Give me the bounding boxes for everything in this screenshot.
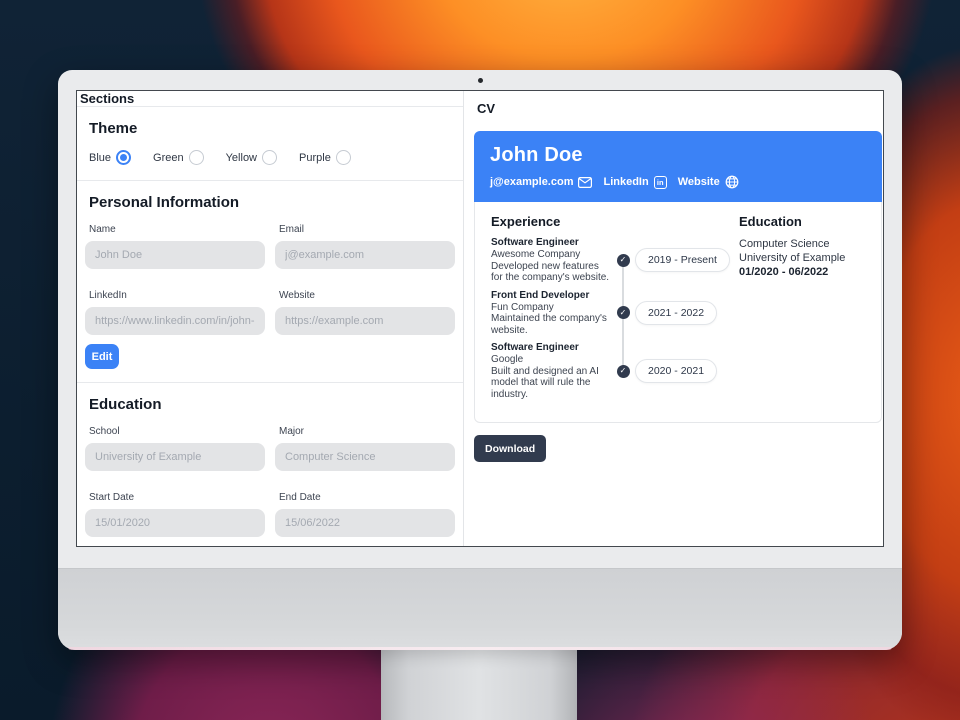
experience-entry: Front End Developer Fun Company Maintain… <box>491 290 739 337</box>
cv-education-period: 01/2020 - 06/2022 <box>739 266 829 278</box>
app-screen: Sections Theme Blue Green <box>76 90 884 547</box>
email-label: Email <box>279 224 305 235</box>
radio-label: Yellow <box>225 151 258 164</box>
experience-company: Google <box>491 354 524 365</box>
theme-option-purple[interactable]: Purple <box>299 150 351 165</box>
experience-description: Built and designed an AI model that will… <box>491 365 599 400</box>
cv-body: Experience Software Engineer Awesome Com… <box>474 202 882 423</box>
cv-panel: CV John Doe j@example.com <box>464 91 883 546</box>
school-label: School <box>89 426 120 437</box>
cv-linkedin-text: LinkedIn <box>603 176 649 188</box>
radio-icon[interactable] <box>116 150 132 165</box>
cv-website-link[interactable]: Website <box>678 175 739 189</box>
name-label: Name <box>89 224 116 235</box>
theme-section: Theme Blue Green Yellow <box>77 107 463 181</box>
major-input[interactable] <box>275 443 455 471</box>
monitor-chin <box>58 568 902 650</box>
experience-period-badge: 2021 - 2022 <box>635 300 718 325</box>
imac-monitor: Sections Theme Blue Green <box>58 70 902 650</box>
major-label: Major <box>279 426 305 437</box>
end-date-input[interactable] <box>275 509 455 537</box>
personal-information-heading: Personal Information <box>89 194 240 211</box>
linkedin-icon: in <box>653 175 667 189</box>
radio-icon[interactable] <box>262 150 278 165</box>
globe-icon <box>725 175 739 189</box>
name-input[interactable] <box>85 241 265 269</box>
sections-panel-title: Sections <box>77 91 463 107</box>
cv-education-major: Computer Science <box>739 238 830 250</box>
experience-description: Developed new features for the company's… <box>491 260 610 284</box>
edit-button[interactable]: Edit <box>85 344 119 369</box>
linkedin-input[interactable] <box>85 307 265 335</box>
website-input[interactable] <box>275 307 455 335</box>
cv-header: John Doe j@example.com LinkedIn <box>474 131 882 202</box>
school-input[interactable] <box>85 443 265 471</box>
radio-label: Purple <box>299 151 331 164</box>
email-input[interactable] <box>275 241 455 269</box>
experience-company: Awesome Company <box>491 249 581 260</box>
start-date-field: Start Date <box>85 492 265 537</box>
personal-information-section: Personal Information Name Email LinkedIn <box>77 181 463 383</box>
experience-description: Maintained the company's website. <box>491 313 607 336</box>
website-label: Website <box>279 290 315 301</box>
check-icon: ✓ <box>616 253 630 267</box>
radio-icon[interactable] <box>335 150 351 165</box>
cv-experience-column: Experience Software Engineer Awesome Com… <box>491 214 739 406</box>
end-date-field: End Date <box>275 492 455 537</box>
cv-email-text: j@example.com <box>490 176 574 188</box>
download-button[interactable]: Download <box>474 435 547 462</box>
envelope-icon <box>578 176 593 188</box>
school-field: School <box>85 426 265 471</box>
start-date-input[interactable] <box>85 509 265 537</box>
experience-period-badge: 2020 - 2021 <box>635 359 718 383</box>
theme-option-blue[interactable]: Blue <box>89 150 132 165</box>
experience-period-badge: 2019 - Present <box>635 248 730 273</box>
education-section: Education School Major Start Date <box>77 383 463 546</box>
experience-entry: Software Engineer Google Built and desig… <box>491 342 739 400</box>
education-heading: Education <box>89 396 162 413</box>
cv-website-text: Website <box>677 176 720 188</box>
theme-option-yellow[interactable]: Yellow <box>225 150 278 165</box>
linkedin-label: LinkedIn <box>89 290 127 301</box>
monitor-stand <box>381 650 577 720</box>
linkedin-field: LinkedIn <box>85 290 265 335</box>
cv-preview-card: John Doe j@example.com LinkedIn <box>474 131 882 423</box>
start-date-label: Start Date <box>89 492 135 503</box>
cv-name: John Doe <box>490 144 583 166</box>
check-icon: ✓ <box>616 306 630 320</box>
experience-company: Fun Company <box>491 301 554 313</box>
experience-role: Front End Developer <box>491 289 590 301</box>
radio-label: Green <box>153 151 184 164</box>
cv-education-school: University of Example <box>739 252 846 264</box>
cv-education-column: Education Computer Science University of… <box>739 214 865 406</box>
cv-email-link[interactable]: j@example.com <box>490 176 593 188</box>
radio-icon[interactable] <box>188 150 204 165</box>
experience-role: Software Engineer <box>491 237 579 248</box>
camera-icon <box>478 78 483 83</box>
cv-contact-row: j@example.com LinkedIn in <box>490 175 866 189</box>
education-fields: School Major Start Date End Date <box>85 426 455 537</box>
radio-label: Blue <box>89 151 112 164</box>
cv-education-heading: Education <box>739 214 802 229</box>
experience-role: Software Engineer <box>491 342 579 353</box>
experience-timeline: Software Engineer Awesome Company Develo… <box>491 237 739 400</box>
personal-information-fields: Name Email LinkedIn Website <box>85 224 455 335</box>
theme-radio-row: Blue Green Yellow Purple <box>89 150 455 165</box>
check-icon: ✓ <box>616 364 630 378</box>
theme-heading: Theme <box>89 120 138 137</box>
experience-entry: Software Engineer Awesome Company Develo… <box>491 237 739 284</box>
major-field: Major <box>275 426 455 471</box>
sections-panel: Sections Theme Blue Green <box>77 91 464 546</box>
cv-experience-heading: Experience <box>491 214 561 229</box>
cv-linkedin-link[interactable]: LinkedIn in <box>603 175 667 189</box>
email-field: Email <box>275 224 455 269</box>
end-date-label: End Date <box>279 492 321 503</box>
cv-panel-title: CV <box>477 101 496 116</box>
website-field: Website <box>275 290 455 335</box>
name-field: Name <box>85 224 265 269</box>
theme-option-green[interactable]: Green <box>153 150 204 165</box>
